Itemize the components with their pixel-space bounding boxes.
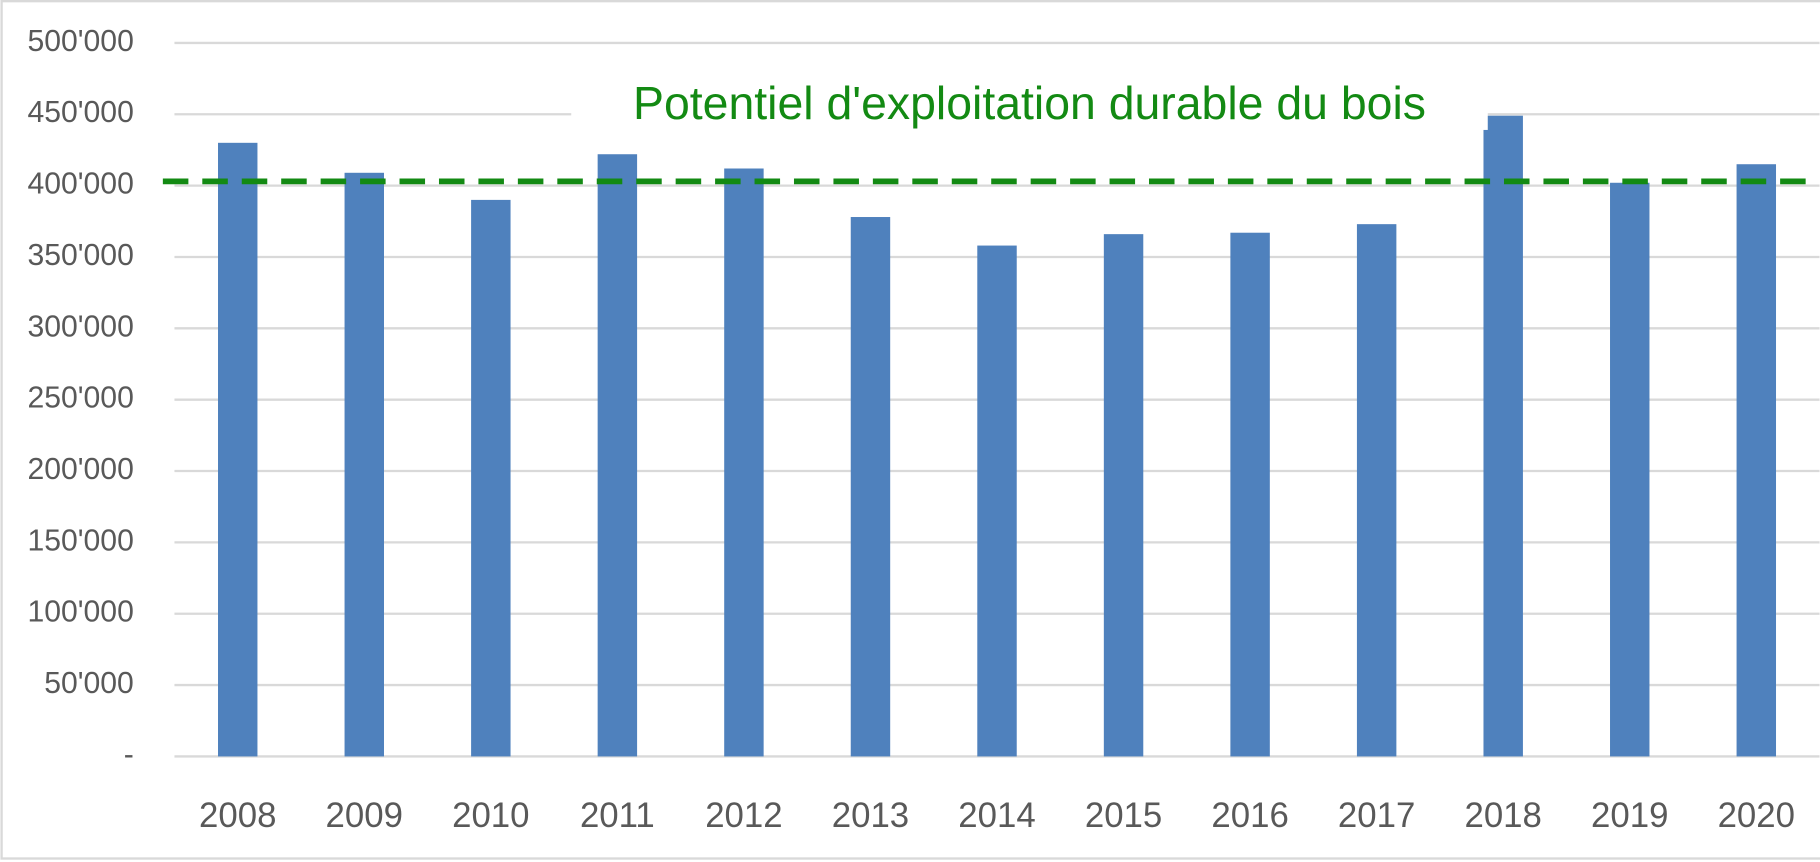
bar	[850, 217, 891, 757]
bar	[1483, 115, 1523, 757]
y-tick-label: 500'000	[27, 25, 133, 58]
y-tick-label: 400'000	[27, 168, 133, 201]
y-tick-label: 450'000	[27, 96, 133, 129]
x-tick-label: 2011	[580, 796, 655, 835]
y-tick-label: -	[124, 738, 134, 771]
bar	[218, 142, 258, 757]
x-tick-label: 2014	[958, 796, 1035, 835]
y-tick-label: 50'000	[44, 667, 134, 700]
y-tick-label: 300'000	[27, 310, 133, 343]
reference-label: Potentiel d'exploitation durable du bois	[633, 77, 1426, 129]
y-tick-label: 250'000	[27, 382, 133, 415]
bar	[597, 154, 638, 757]
x-tick-label: 2020	[1718, 796, 1795, 835]
x-tick-label: 2009	[326, 796, 403, 835]
bar	[977, 245, 1017, 757]
y-tick-label: 200'000	[27, 453, 133, 486]
y-tick-label: 350'000	[27, 239, 133, 272]
bar	[724, 168, 764, 757]
bar	[471, 199, 511, 757]
bar	[1230, 232, 1270, 757]
x-tick-label: 2019	[1591, 796, 1668, 835]
y-tick-label: 100'000	[27, 596, 133, 629]
x-tick-label: 2017	[1338, 796, 1415, 835]
y-tick-label: 150'000	[27, 524, 133, 557]
reference-label-bg	[571, 81, 1488, 130]
x-tick-label: 2018	[1464, 796, 1541, 835]
x-tick-label: 2012	[705, 796, 782, 835]
x-tick-label: 2008	[199, 796, 276, 835]
bar	[344, 172, 385, 757]
x-tick-label: 2010	[452, 796, 529, 835]
bar	[1610, 182, 1650, 757]
bar	[1736, 164, 1777, 757]
x-tick-label: 2013	[832, 796, 909, 835]
x-tick-label: 2015	[1085, 796, 1162, 835]
x-tick-label: 2016	[1211, 796, 1288, 835]
bar	[1356, 224, 1397, 757]
bar	[1103, 234, 1144, 757]
